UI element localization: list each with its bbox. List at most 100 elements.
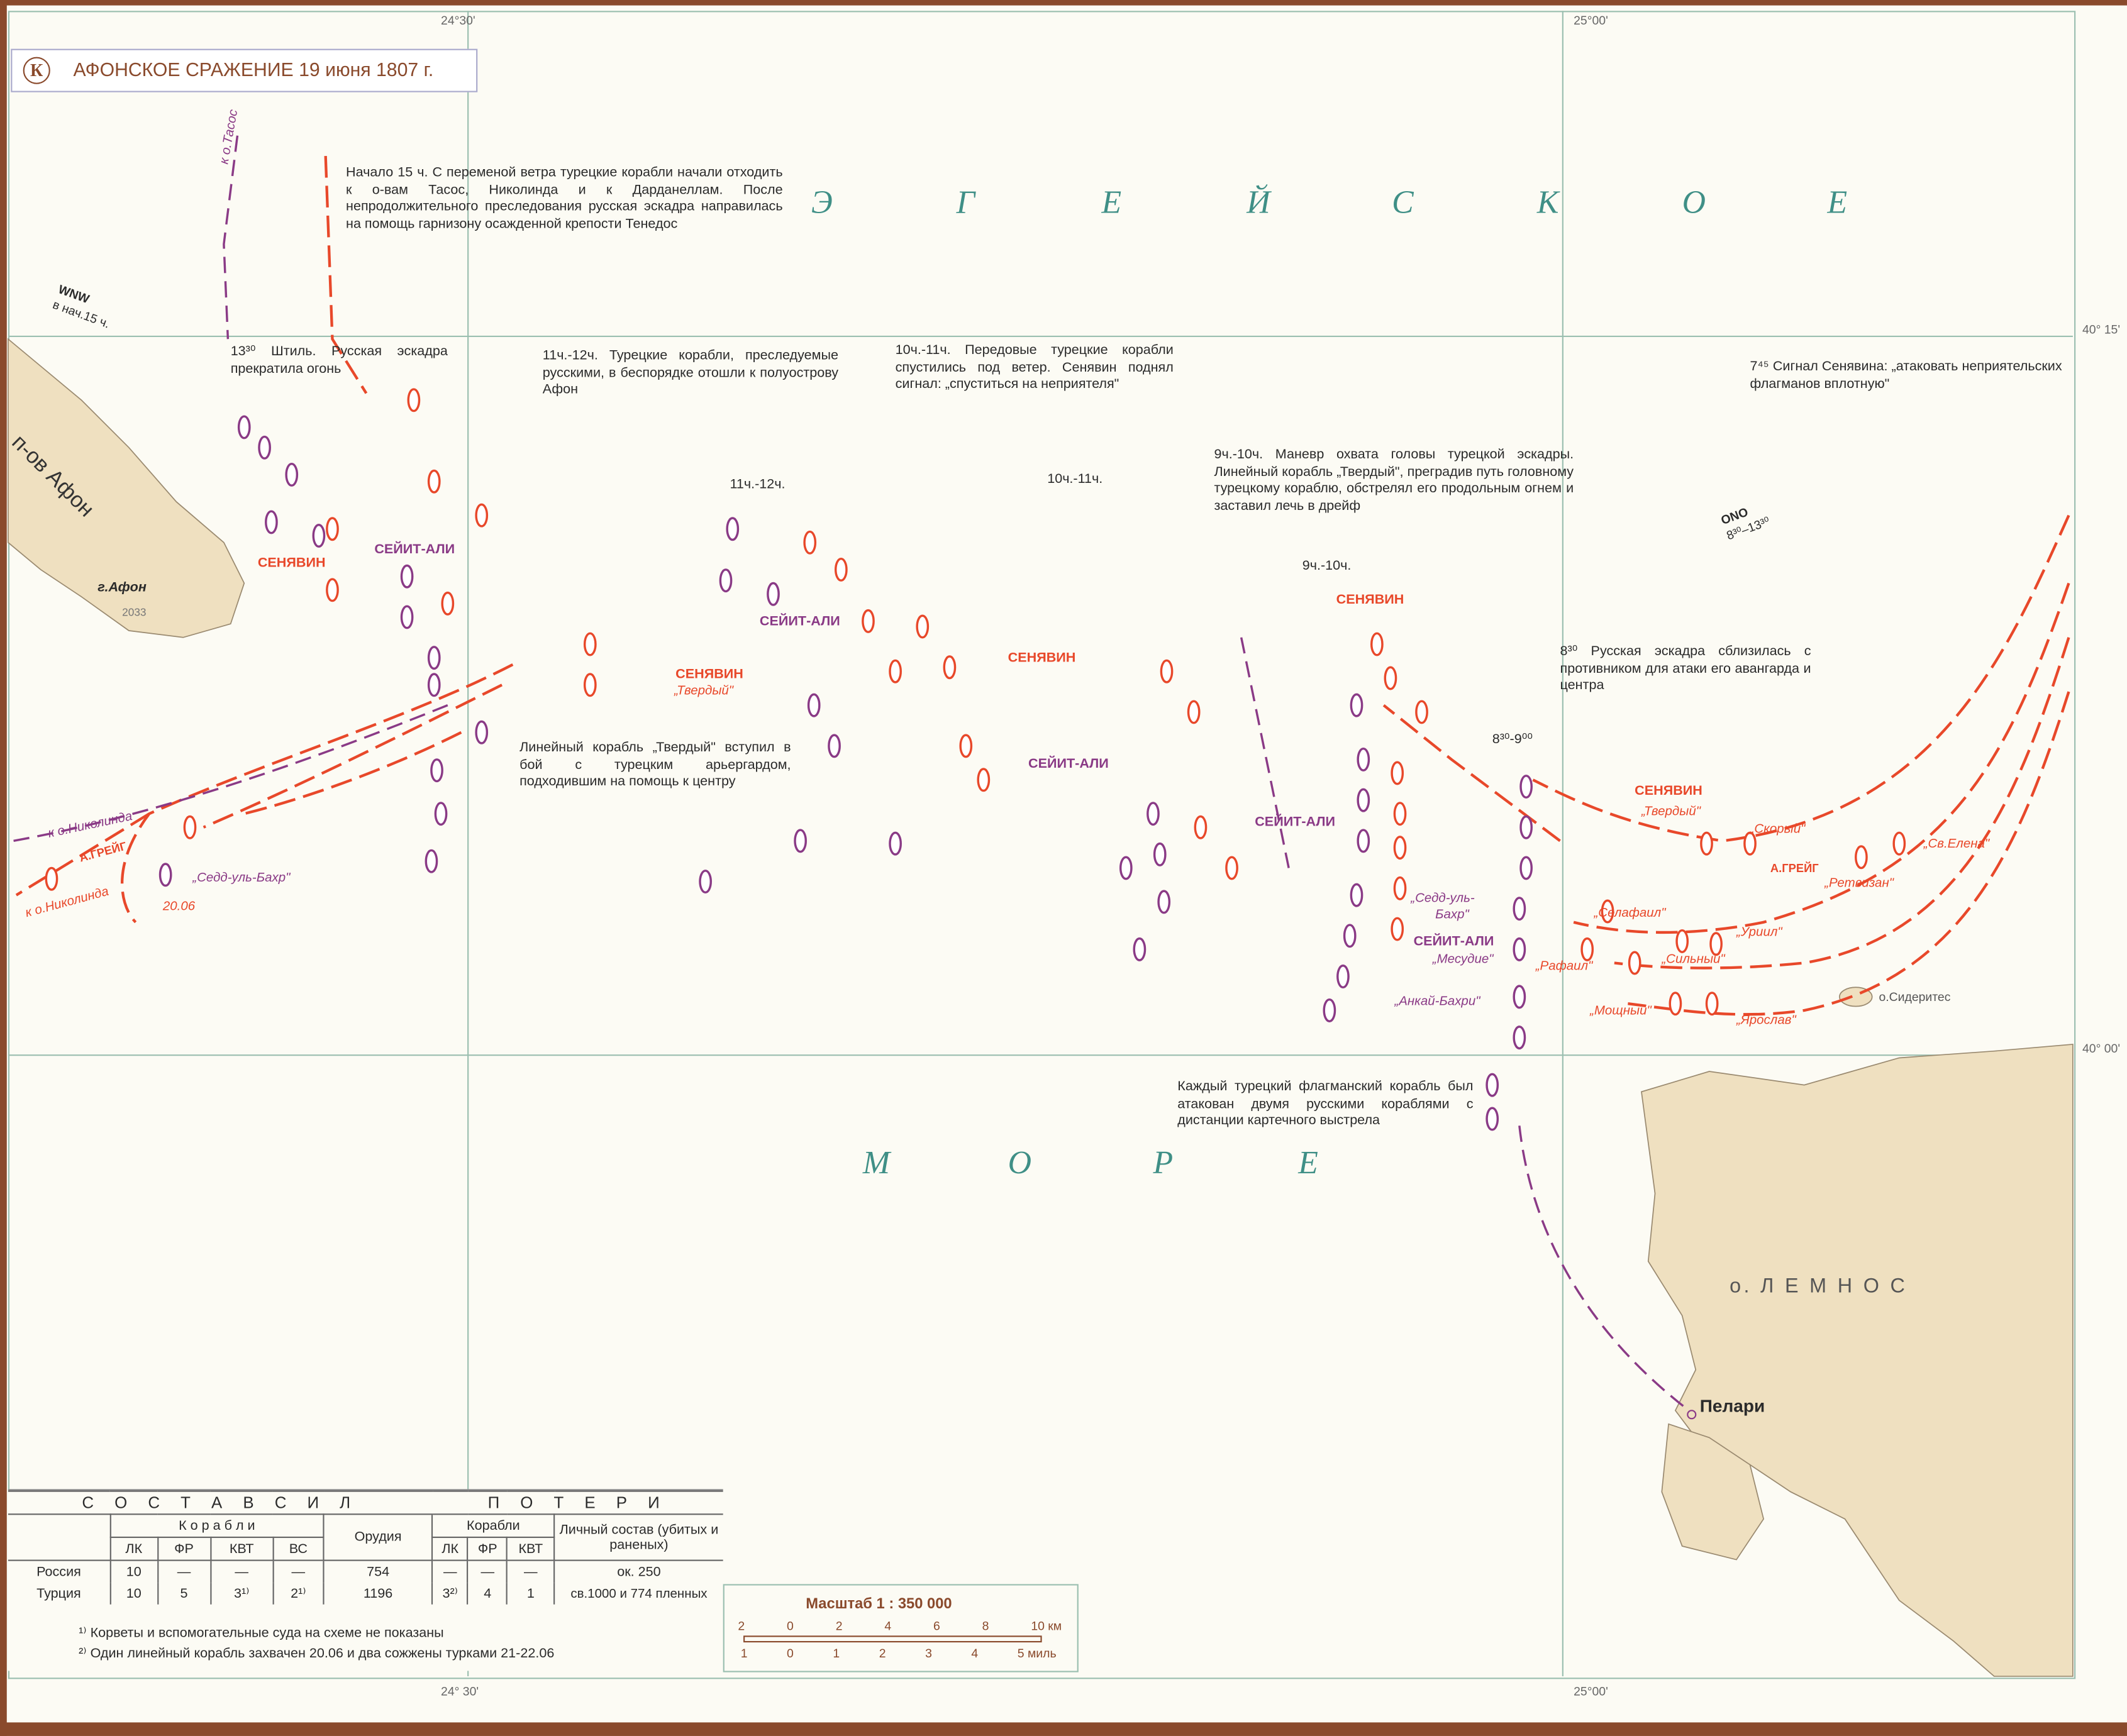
ship-marker [1370,632,1384,656]
ship-marker [807,693,821,717]
header-personnel: Личный состав (убитых и раненых) [553,1513,723,1561]
ship-marker [699,870,712,894]
map-index-badge: К [23,57,50,84]
annotation-0830: 8³⁰ Русская эскадра сблизилась с противн… [1560,644,1811,694]
athos-mount-label: г.Афон [97,580,147,595]
ship-marker [1580,937,1594,961]
scale-bar: Масштаб 1 : 350 000 2 0 2 4 6 8 10 км 1 0 1 2 3 4 5 … [723,1584,1079,1672]
ship-marker [828,734,841,758]
scale-km-tick: 4 [884,1619,892,1634]
graticule [8,11,2073,1677]
ship-marker [312,524,326,548]
ship-markers [45,388,1906,1420]
ship-marker [1513,937,1526,961]
ship-marker [726,517,740,541]
label-seyit-910: СЕЙИТ-АЛИ [1255,815,1336,831]
ship-marker [434,802,448,826]
lemnos-label: о. Л Е М Н О С [1730,1274,1908,1298]
ship-marker [1709,932,1723,956]
table-row-turkey: Турция 10 5 3¹⁾ 2¹⁾ 1196 3²⁾ 4 1 св.1000 и 774 пл… [8,1583,723,1605]
label-seyit-1011: СЕЙИТ-АЛИ [1028,756,1109,772]
cell: 10 [109,1583,158,1605]
scale-bar-line [743,1635,1042,1643]
coord-lon2-top: 25°00' [1574,13,1608,28]
label-senyavin-1330: СЕНЯВИН [257,556,326,572]
ship-marker [1187,700,1201,724]
ship-marker [767,582,780,606]
ship-sedd-830-a: „Седд-уль- [1411,891,1475,906]
athos-peninsula [8,338,245,638]
pelari-label: Пелари [1699,1395,1765,1416]
ship-marker [1343,924,1357,948]
ship-marker [1700,831,1713,856]
ship-marker [803,530,817,555]
ship-sedd-1500: „Седд-уль-Бахр" [192,870,291,886]
frame-border-top [0,0,2127,6]
ship-marker [1391,761,1404,785]
ship-marker [889,659,902,683]
sea-letter: Е [1101,185,1125,221]
ship-marker [1519,775,1533,799]
ship-marker [183,815,197,839]
col-loss-kvt: КВТ [506,1536,555,1561]
ship-marker [583,673,597,697]
cell: 1 [506,1583,555,1605]
ship-marker [1393,802,1407,826]
annotation-1330: 13³⁰ Штиль. Русская эскадра прекратила о… [230,344,448,377]
ship-marker [1486,1107,1499,1131]
ship-marker [1743,831,1757,856]
ship-marker [1513,1026,1526,1050]
label-senyavin-1112: СЕНЯВИН [675,667,743,682]
ship-marker [1336,965,1350,989]
annotation-1500: Начало 15 ч. С переменой ветра турецкие … [346,165,783,231]
ship-marker [889,831,902,856]
ship-marker [158,863,172,887]
ship-marker [1705,992,1719,1016]
ship-marker [237,415,251,440]
athos-height-label: 2033 [122,606,147,619]
cell: 1196 [323,1583,433,1605]
coord-lon2-bottom: 25°00' [1574,1684,1608,1698]
cell: 3²⁾ [431,1583,469,1605]
scale-mile-tick: 5 миль [1017,1646,1057,1661]
col-fr: ФР [157,1536,211,1561]
scale-km-tick: 2 [738,1619,745,1634]
scale-km-tick: 10 км [1031,1619,1062,1634]
scale-mile-tick: 0 [787,1646,794,1661]
annotation-0900-1000: 9ч.-10ч. Маневр охвата головы турецкой э… [1214,447,1574,514]
ship-rafail: „Рафаил" [1535,958,1593,974]
scale-mile-tick: 4 [971,1646,979,1661]
ship-marker [1147,802,1160,826]
ship-marker [430,758,443,783]
table-row-russia: Россия 10— — —754— — — ок. 250 [8,1559,723,1583]
ship-marker [1601,899,1614,924]
sea-letter: Е [1827,185,1850,221]
ship-marker [1628,951,1641,975]
cell: — [272,1559,325,1583]
ship-marker [1519,856,1533,880]
ship-marker [1357,788,1370,812]
ship-skory: „Скорый" [1750,822,1806,837]
ship-marker [719,568,733,593]
col-loss-lk: ЛК [431,1536,469,1561]
scale-mile-tick: 1 [833,1646,840,1661]
cell: св.1000 и 774 пленных [553,1583,723,1605]
sea-letter: Г [956,185,978,221]
ship-marker [1486,1073,1499,1097]
ship-marker [1669,992,1682,1016]
ship-moshchny: „Мощный" [1590,1003,1652,1019]
ship-marker [1892,831,1906,856]
frame-border-left [0,0,7,1736]
turkish-tracks [13,135,1690,1412]
annotation-1100-1200: 11ч.-12ч. Турецкие корабли, преследуемые… [542,348,839,398]
header-ships-lost: Корабли [431,1513,555,1539]
ship-marker [1393,876,1407,900]
ship-marker [475,503,489,528]
sea-letter: О [1682,185,1709,221]
sea-letter: Р [1153,1146,1176,1181]
ship-marker [834,557,848,582]
ship-marker [1119,856,1133,880]
cell: 754 [323,1559,433,1583]
